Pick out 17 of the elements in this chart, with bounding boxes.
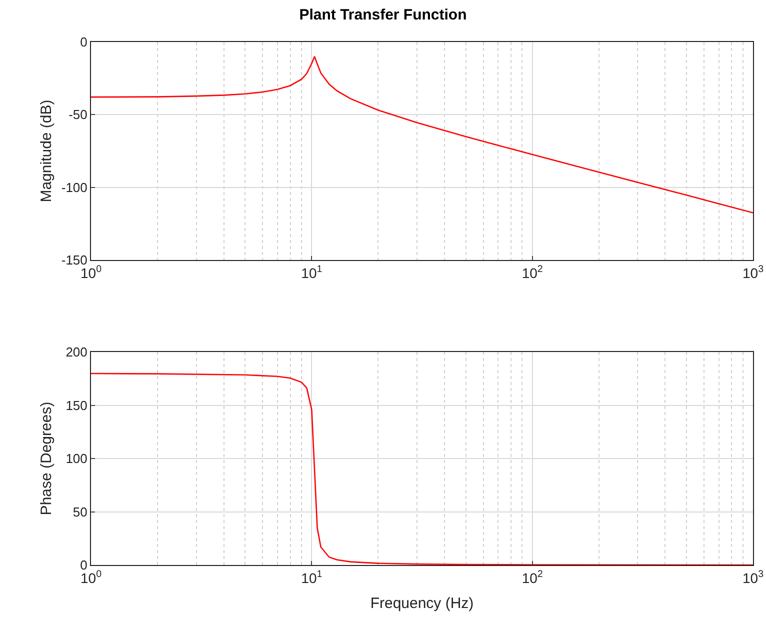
x-tick-label: 10$^{2}$ (522, 568, 543, 586)
x-tick-label: 10$^{3}$ (742, 568, 764, 586)
x-tick-label: 10$^{2}$ (522, 264, 543, 281)
x-tick-label: 10$^{1}$ (301, 264, 322, 281)
y-tick-label: 200 (66, 344, 88, 360)
x-tick-label: 10$^{1}$ (301, 568, 322, 586)
y-axis-title: Phase (Degrees) (38, 402, 55, 516)
x-axis-title: Frequency (Hz) (370, 594, 474, 612)
y-tick-label: 100 (66, 451, 88, 466)
y-tick-label: -50 (68, 107, 88, 122)
y-tick-label: -100 (61, 180, 88, 195)
y-tick-label: 150 (66, 398, 88, 413)
y-tick-label: 0 (80, 34, 88, 50)
x-tick-label: 10$^{3}$ (742, 264, 764, 281)
chart-title: Plant Transfer Function (299, 6, 467, 24)
y-tick-label: 50 (72, 504, 88, 520)
y-axis-title: Magnitude (dB) (38, 100, 55, 202)
